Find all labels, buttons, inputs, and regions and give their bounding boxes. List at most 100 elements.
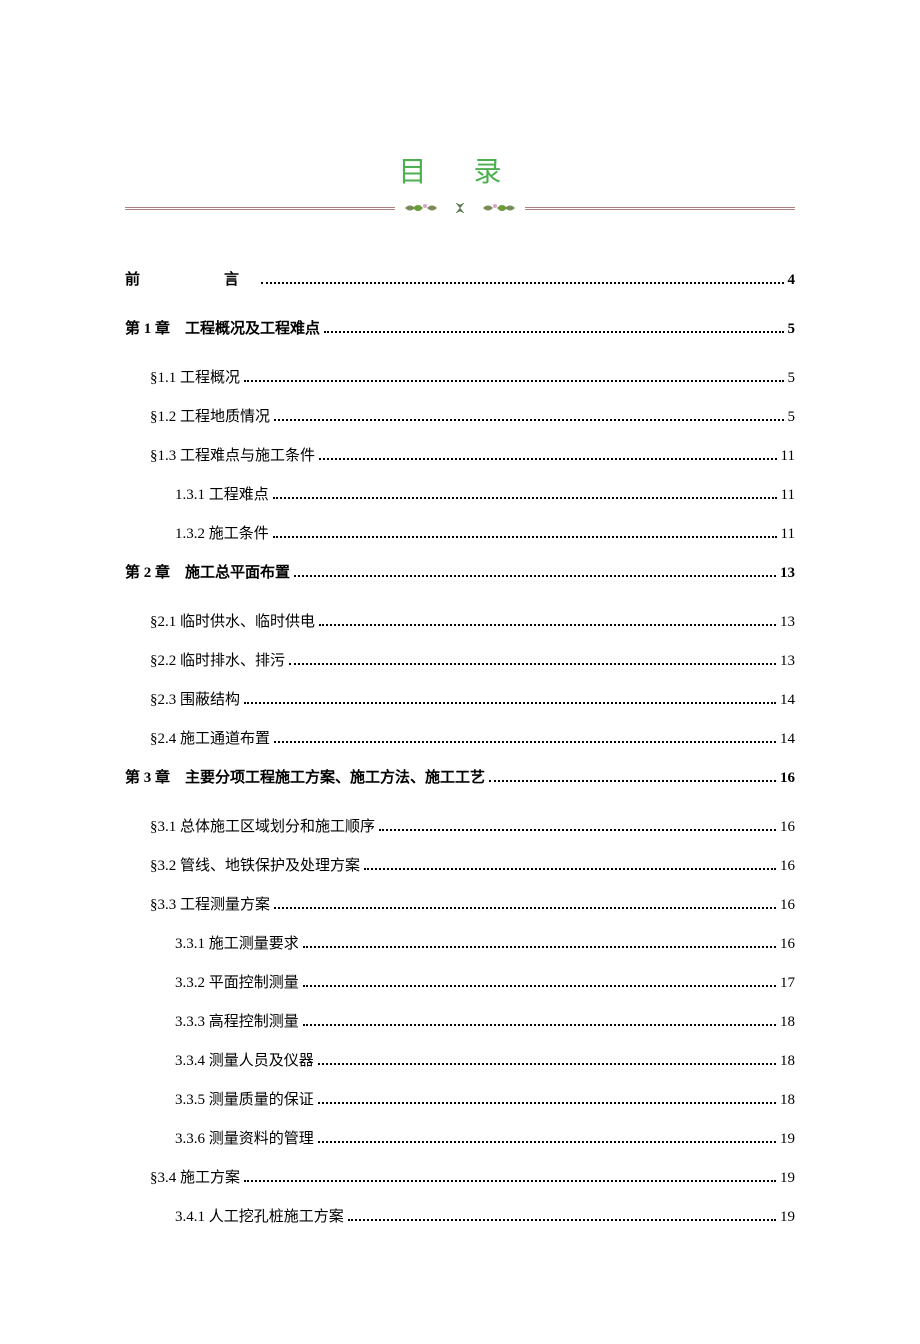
toc-label: 第 3 章 主要分项工程施工方案、施工方法、施工工艺 [125, 766, 485, 787]
toc-page-number: 11 [781, 487, 795, 504]
toc-label: 1.3.1 工程难点 [175, 483, 269, 504]
toc-label: 3.3.5 测量质量的保证 [175, 1088, 314, 1109]
toc-label: 前 言 [125, 268, 257, 289]
toc-entry: 第 1 章 工程概况及工程难点 5 [125, 317, 795, 338]
toc-entry: §1.3 工程难点与施工条件 11 [125, 444, 795, 465]
toc-leader-dots [324, 331, 783, 333]
toc-entry: §1.1 工程概况 5 [125, 366, 795, 387]
toc-page-number: 16 [780, 936, 795, 953]
toc-page-number: 5 [788, 409, 796, 426]
toc-label: §1.2 工程地质情况 [150, 405, 270, 426]
toc-page-number: 16 [780, 819, 795, 836]
toc-leader-dots [364, 868, 776, 870]
toc-page-number: 19 [780, 1170, 795, 1187]
toc-page-number: 17 [780, 975, 795, 992]
table-of-contents: 前 言4第 1 章 工程概况及工程难点5§1.1 工程概况5§1.2 工程地质情… [125, 268, 795, 1226]
toc-page-number: 5 [788, 321, 796, 338]
toc-leader-dots [274, 907, 776, 909]
toc-label: 3.3.1 施工测量要求 [175, 932, 299, 953]
toc-leader-dots [274, 741, 776, 743]
toc-page-number: 18 [780, 1014, 795, 1031]
toc-entry: 3.3.5 测量质量的保证 18 [125, 1088, 795, 1109]
toc-leader-dots [273, 497, 777, 499]
toc-page-number: 13 [780, 565, 795, 582]
toc-leader-dots [348, 1219, 776, 1221]
toc-leader-dots [289, 663, 776, 665]
toc-page-number: 14 [780, 731, 795, 748]
toc-label: 第 2 章 施工总平面布置 [125, 561, 290, 582]
title-section: 目 录 [125, 150, 795, 218]
toc-page-number: 4 [788, 272, 796, 289]
toc-page-number: 18 [780, 1092, 795, 1109]
divider-line-right [525, 207, 795, 210]
toc-label: §1.3 工程难点与施工条件 [150, 444, 315, 465]
toc-label: 3.3.4 测量人员及仪器 [175, 1049, 314, 1070]
toc-page-number: 19 [780, 1131, 795, 1148]
toc-label: §2.3 围蔽结构 [150, 688, 240, 709]
toc-entry: 3.3.2 平面控制测量 17 [125, 971, 795, 992]
toc-page-number: 11 [781, 448, 795, 465]
toc-entry: 第 2 章 施工总平面布置 13 [125, 561, 795, 582]
toc-leader-dots [274, 419, 783, 421]
toc-leader-dots [318, 1063, 776, 1065]
toc-entry: 3.4.1 人工挖孔桩施工方案 19 [125, 1205, 795, 1226]
toc-leader-dots [244, 380, 783, 382]
toc-page-number: 13 [780, 653, 795, 670]
toc-label: 3.3.3 高程控制测量 [175, 1010, 299, 1031]
toc-leader-dots [244, 702, 776, 704]
toc-leader-dots [303, 946, 776, 948]
toc-leader-dots [319, 458, 777, 460]
toc-label: 3.4.1 人工挖孔桩施工方案 [175, 1205, 344, 1226]
toc-label: §3.3 工程测量方案 [150, 893, 270, 914]
toc-label: 1.3.2 施工条件 [175, 522, 269, 543]
toc-label: §3.1 总体施工区域划分和施工顺序 [150, 815, 375, 836]
toc-page-number: 16 [780, 770, 795, 787]
toc-entry: §3.3 工程测量方案 16 [125, 893, 795, 914]
toc-entry: §2.4 施工通道布置 14 [125, 727, 795, 748]
toc-label: §2.1 临时供水、临时供电 [150, 610, 315, 631]
toc-leader-dots [303, 1024, 776, 1026]
toc-label: §3.2 管线、地铁保护及处理方案 [150, 854, 360, 875]
toc-label: 3.3.2 平面控制测量 [175, 971, 299, 992]
toc-entry: §3.2 管线、地铁保护及处理方案16 [125, 854, 795, 875]
floral-ornament [400, 198, 520, 218]
page-title: 目 录 [125, 150, 795, 190]
toc-entry: 3.3.6 测量资料的管理19 [125, 1127, 795, 1148]
toc-entry: §3.4 施工方案 19 [125, 1166, 795, 1187]
toc-leader-dots [318, 1102, 776, 1104]
toc-entry: 3.3.1 施工测量要求 16 [125, 932, 795, 953]
toc-page-number: 18 [780, 1053, 795, 1070]
decoration-divider [125, 198, 795, 218]
toc-entry: §1.2 工程地质情况 5 [125, 405, 795, 426]
toc-label: §3.4 施工方案 [150, 1166, 240, 1187]
toc-leader-dots [303, 985, 776, 987]
toc-entry: §2.3 围蔽结构 14 [125, 688, 795, 709]
toc-leader-dots [294, 575, 776, 577]
toc-label: 第 1 章 工程概况及工程难点 [125, 317, 320, 338]
toc-label: §2.4 施工通道布置 [150, 727, 270, 748]
toc-entry: §2.2 临时排水、排污 13 [125, 649, 795, 670]
toc-entry: 1.3.2 施工条件 11 [125, 522, 795, 543]
toc-label: §1.1 工程概况 [150, 366, 240, 387]
toc-entry: §3.1 总体施工区域划分和施工顺序 16 [125, 815, 795, 836]
toc-page-number: 5 [788, 370, 796, 387]
toc-leader-dots [319, 624, 776, 626]
toc-page-number: 11 [781, 526, 795, 543]
toc-leader-dots [273, 536, 777, 538]
toc-page-number: 16 [780, 897, 795, 914]
toc-leader-dots [489, 780, 776, 782]
toc-page-number: 19 [780, 1209, 795, 1226]
toc-entry: 前 言 4 [125, 268, 795, 289]
toc-entry: 3.3.4 测量人员及仪器 18 [125, 1049, 795, 1070]
toc-entry: §2.1 临时供水、临时供电 13 [125, 610, 795, 631]
toc-entry: 1.3.1 工程难点 11 [125, 483, 795, 504]
toc-page-number: 13 [780, 614, 795, 631]
document-page: 目 录 [0, 0, 920, 1344]
toc-entry: 第 3 章 主要分项工程施工方案、施工方法、施工工艺 16 [125, 766, 795, 787]
toc-label: §2.2 临时排水、排污 [150, 649, 285, 670]
divider-line-left [125, 207, 395, 210]
toc-page-number: 14 [780, 692, 795, 709]
floral-svg [400, 198, 520, 218]
toc-leader-dots [261, 282, 783, 284]
toc-leader-dots [318, 1141, 776, 1143]
